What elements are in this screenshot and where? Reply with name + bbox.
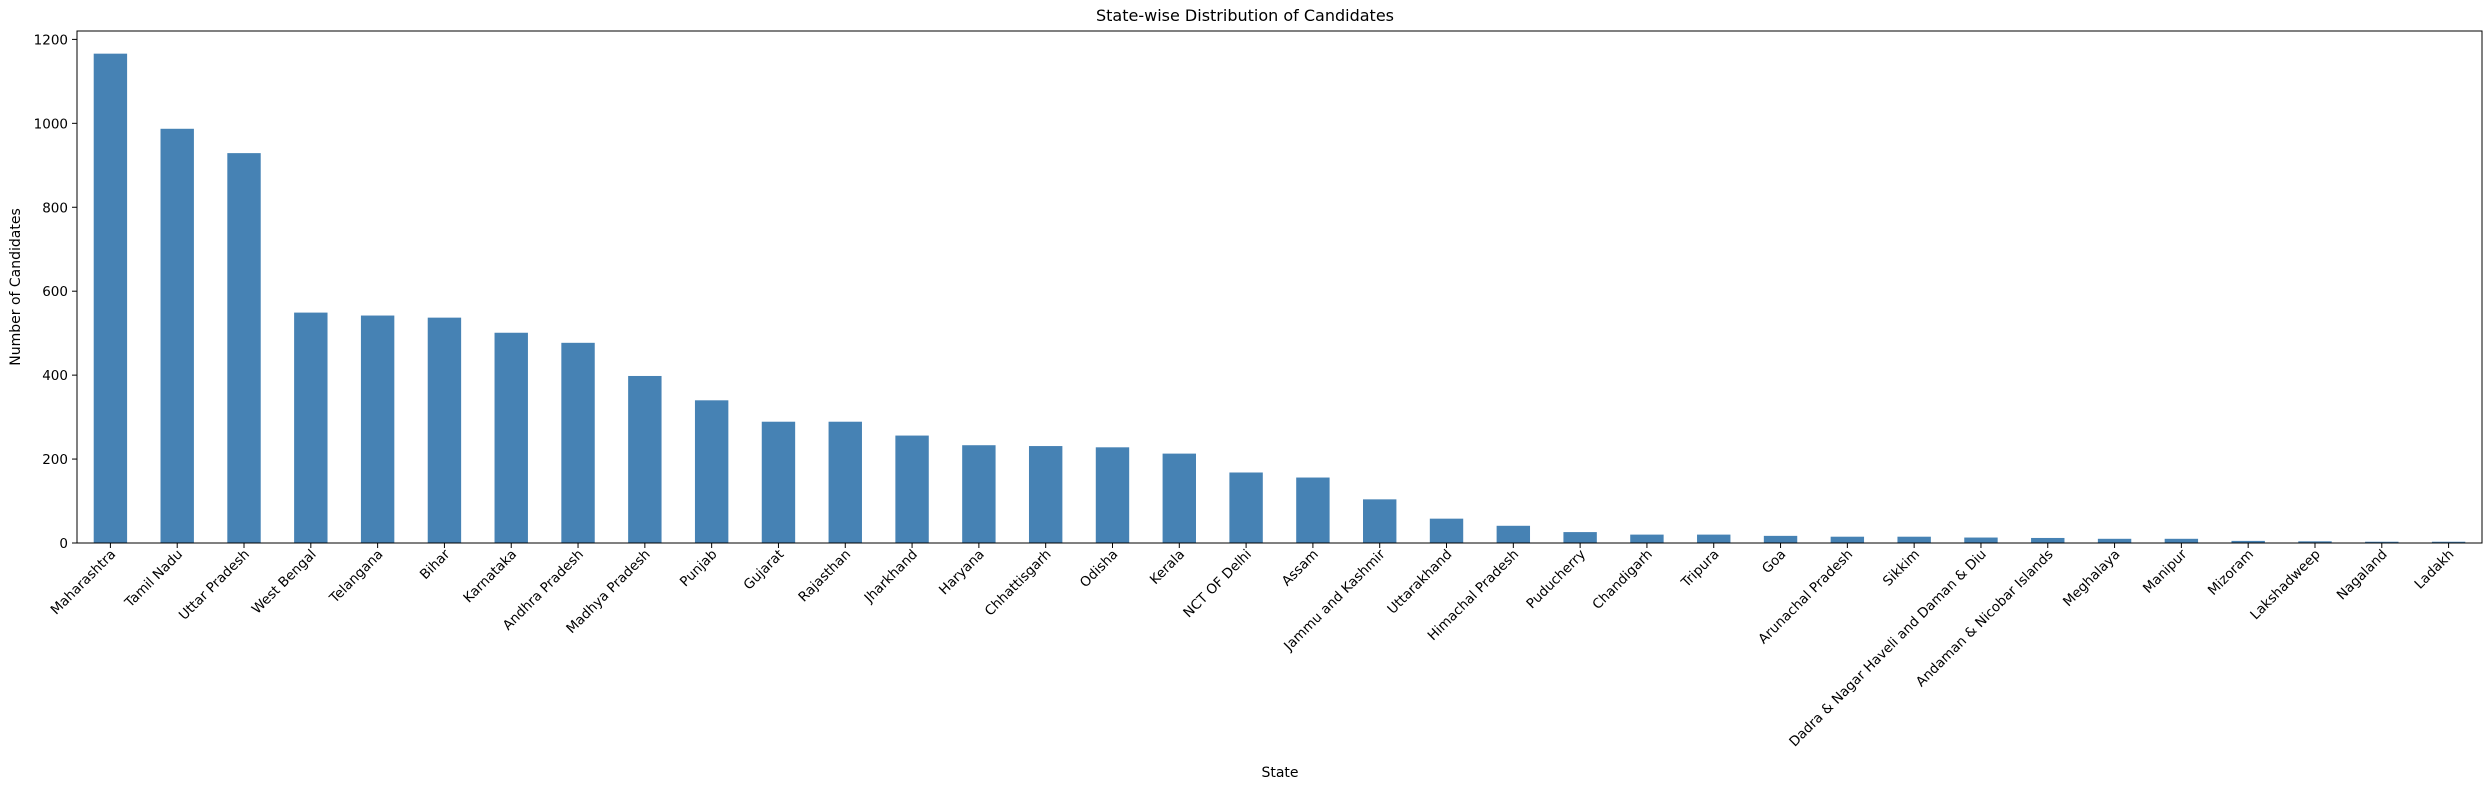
bar-uttar-pradesh [227,153,261,544]
bar-kerala [1162,453,1196,543]
x-tick-label: Bihar [417,546,454,583]
bar-rajasthan [828,421,862,543]
x-tick-label: NCT OF Delhi [1180,547,1255,622]
chart-title: State-wise Distribution of Candidates [1096,6,1394,25]
x-tick-label: Lakshadweep [2247,547,2324,624]
x-tick-label: Mizoram [2205,547,2257,599]
bar-maharashtra [93,53,128,544]
y-tick-label: 1000 [34,116,68,132]
x-tick-label: Telangana [326,547,386,607]
bar-dadra-nagar-haveli-and-daman-diu [1964,537,1998,543]
x-tick-label: Tripura [1678,547,1723,592]
x-tick-label: Kerala [1147,547,1188,588]
x-tick-label: Punjab [677,547,721,591]
y-tick-label: 0 [59,536,68,552]
y-axis: 0 200 400 600 800 1000 1200 [34,32,77,552]
x-tick-label: Uttarakhand [1384,547,1455,618]
x-tick-label: Sikkim [1880,547,1923,590]
bar-punjab [694,400,729,543]
bar-tamil-nadu [160,128,194,543]
x-tick-label: Haryana [936,547,988,599]
bar-chandigarh [1630,534,1664,543]
x-tick-label: Goa [1759,547,1789,577]
x-tick-label: Uttar Pradesh [176,547,253,624]
x-tick-label: Chhattisgarh [982,547,1055,620]
bar-uttarakhand [1429,518,1464,543]
x-tick-label: Odisha [1077,547,1121,591]
x-tick-label: Meghalaya [2060,547,2123,610]
y-tick-label: 400 [42,368,68,384]
bar-assam [1296,477,1330,543]
y-tick-label: 1200 [34,32,68,48]
bar-lakshadweep [2298,541,2332,543]
bar-himachal-pradesh [1496,525,1531,543]
y-tick-label: 200 [42,452,68,468]
y-axis-label: Number of Candidates [8,208,24,366]
bar-madhya-pradesh [628,375,662,543]
x-axis-label: State [1261,765,1298,781]
y-tick-label: 800 [42,200,68,216]
bar-tripura [1697,534,1731,543]
y-tick-label: 600 [42,284,68,300]
bar-odisha [1095,447,1130,543]
bar-andhra-pradesh [561,342,595,543]
bar-west-bengal [294,312,328,543]
x-tick-label: Jharkhand [861,547,921,607]
x-tick-label: Chandigarh [1589,547,1655,613]
bar-jharkhand [895,435,929,543]
x-tick-label: West Bengal [249,547,320,618]
bar-telangana [360,315,395,543]
bar-meghalaya [2097,538,2132,543]
x-tick-label: Puducherry [1523,547,1589,613]
x-tick-label: Nagaland [2334,547,2391,604]
x-tick-label: Gujarat [740,547,787,594]
bar-sikkim [1897,536,1931,543]
x-tick-label: Rajasthan [795,547,854,606]
bar-manipur [2164,538,2199,543]
bar-karnataka [494,332,528,543]
bar-ladakh [2431,541,2466,543]
x-tick-label: Manipur [2140,546,2190,596]
x-tick-label: Karnataka [460,547,520,607]
bar-goa [1763,535,1798,543]
bar-nagaland [2365,541,2399,543]
x-tick-label: Andaman & Nicobar Islands [1913,547,2057,691]
bar-chhattisgarh [1028,446,1063,543]
bar-gujarat [761,421,796,543]
x-tick-label: Assam [1279,547,1322,590]
plot-frame [76,30,2483,544]
x-tick-label: Maharashtra [48,547,120,619]
x-tick-label: Ladakh [2411,547,2457,593]
bar-arunachal-pradesh [1830,536,1865,543]
bar-haryana [962,445,996,543]
bar-mizoram [2231,540,2265,543]
bar-andaman-nicobar-islands [2031,537,2065,543]
bar-bihar [427,317,462,543]
bar-puducherry [1563,532,1597,543]
x-tick-label: Tamil Nadu [121,547,186,612]
bar-jammu-and-kashmir [1363,499,1397,543]
bar-nct-of-delhi [1229,472,1263,543]
bars-group [93,53,2466,544]
